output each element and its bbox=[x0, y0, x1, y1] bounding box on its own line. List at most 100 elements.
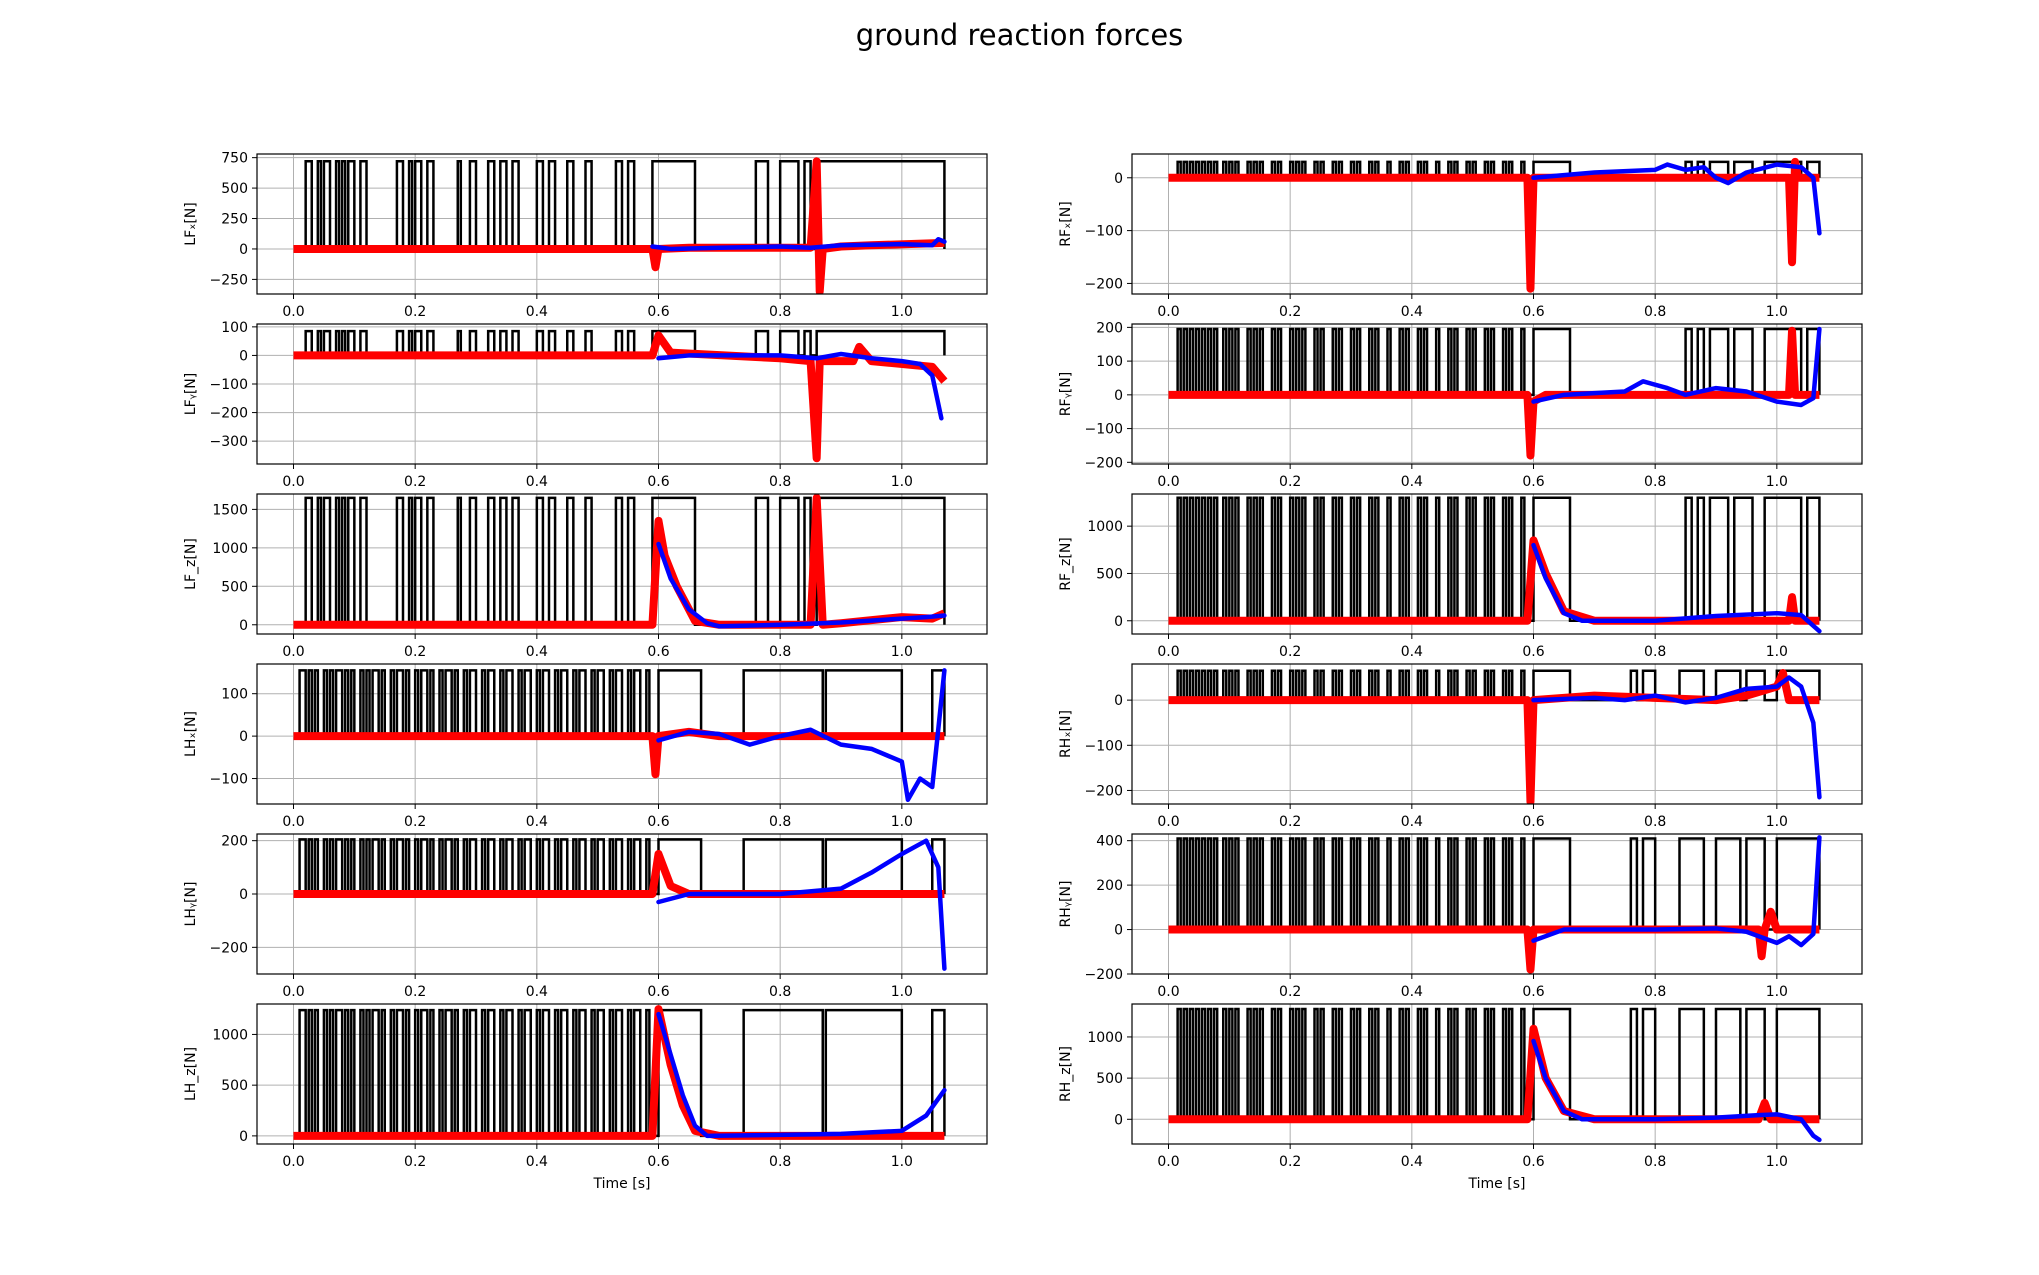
plot-area bbox=[1168, 496, 1822, 634]
y-axis-label: RF_z[N] bbox=[1058, 537, 1074, 591]
x-tick-label: 0.6 bbox=[1522, 474, 1544, 490]
x-tick-label: 0.6 bbox=[647, 644, 669, 660]
actual-series-line bbox=[656, 668, 947, 803]
x-tick-label: 0.4 bbox=[1401, 644, 1423, 660]
actual-series-line bbox=[656, 1011, 947, 1139]
subplot: 0.0 0.2 0.4 0.6 0.8 1.0 0 500 1000 1500 LF_z[N] bbox=[183, 493, 988, 660]
y-tick-label: 200 bbox=[221, 834, 248, 850]
x-tick-label: 0.4 bbox=[1401, 1154, 1423, 1170]
subplot: 0.0 0.2 0.4 0.6 0.8 1.0 −200 −100 0 RFₓ[N] bbox=[1058, 153, 1863, 320]
y-tick-label: 500 bbox=[221, 1078, 248, 1094]
y-tick-label: 100 bbox=[1096, 354, 1123, 370]
y-tick-label: 0 bbox=[239, 729, 248, 745]
y-tick-label: 0 bbox=[1114, 171, 1123, 187]
y-tick-label: 500 bbox=[1096, 1071, 1123, 1087]
y-tick-label: 1000 bbox=[212, 541, 248, 557]
y-tick-label: 0 bbox=[1114, 388, 1123, 404]
x-tick-label: 0.0 bbox=[282, 1154, 304, 1170]
y-axis-label: RFₓ[N] bbox=[1058, 201, 1074, 246]
y-tick-label: 100 bbox=[221, 320, 248, 336]
plot-area bbox=[293, 494, 947, 629]
contact-series-line bbox=[293, 329, 946, 357]
y-tick-label: −250 bbox=[210, 272, 248, 288]
contact-series-line bbox=[1168, 327, 1821, 397]
x-axis-label: Time [s] bbox=[1468, 1176, 1526, 1192]
x-tick-label: 0.4 bbox=[1401, 814, 1423, 830]
contact-series-line bbox=[293, 669, 946, 738]
axes-frame bbox=[1131, 153, 1863, 295]
x-tick-label: 0.2 bbox=[404, 984, 426, 1000]
y-tick-label: 1500 bbox=[212, 502, 248, 518]
contact-series-line bbox=[1168, 496, 1821, 623]
plot-area bbox=[293, 668, 947, 803]
x-tick-label: 0.2 bbox=[404, 644, 426, 660]
actual-series-line bbox=[1531, 835, 1822, 948]
x-tick-label: 0.2 bbox=[404, 814, 426, 830]
x-tick-label: 0.4 bbox=[1401, 984, 1423, 1000]
x-tick-label: 0.8 bbox=[769, 644, 791, 660]
x-tick-label: 1.0 bbox=[1766, 644, 1788, 660]
x-tick-label: 0.6 bbox=[1522, 644, 1544, 660]
plot-area bbox=[293, 838, 947, 971]
y-tick-label: 500 bbox=[1096, 566, 1123, 582]
actual-series-line bbox=[656, 541, 947, 629]
x-tick-label: 0.6 bbox=[647, 984, 669, 1000]
y-tick-label: −200 bbox=[210, 406, 248, 422]
subplot: 0.0 0.2 0.4 0.6 0.8 1.0 −200 0 200 400 RHᵧ[N] bbox=[1058, 833, 1863, 1000]
y-axis-label: RHᵧ[N] bbox=[1058, 881, 1074, 928]
x-tick-label: 0.0 bbox=[1157, 814, 1179, 830]
actual-series-line bbox=[1531, 675, 1822, 800]
subplot: 0.0 0.2 0.4 0.6 0.8 1.0 −100 0 100 LHₓ[N] bbox=[183, 663, 988, 830]
reference-series-line bbox=[293, 331, 948, 463]
axes-frame bbox=[256, 323, 988, 465]
y-tick-label: −200 bbox=[1085, 455, 1123, 471]
x-tick-label: 0.6 bbox=[647, 1154, 669, 1170]
y-tick-label: −200 bbox=[210, 940, 248, 956]
axes-frame bbox=[256, 1003, 988, 1145]
x-tick-label: 0.2 bbox=[1279, 984, 1301, 1000]
x-tick-label: 1.0 bbox=[891, 1154, 913, 1170]
y-tick-label: 200 bbox=[1096, 878, 1123, 894]
axes-frame bbox=[1131, 663, 1863, 805]
x-tick-label: 0.6 bbox=[647, 814, 669, 830]
y-tick-label: 0 bbox=[239, 887, 248, 903]
x-tick-label: 0.0 bbox=[282, 304, 304, 320]
plot-area bbox=[293, 329, 948, 463]
x-tick-label: 0.2 bbox=[404, 304, 426, 320]
y-tick-label: 1000 bbox=[212, 1027, 248, 1043]
x-tick-label: 0.8 bbox=[769, 1154, 791, 1170]
y-tick-label: 200 bbox=[1096, 320, 1123, 336]
x-tick-label: 0.8 bbox=[769, 304, 791, 320]
y-tick-label: 0 bbox=[1114, 614, 1123, 630]
actual-series-line bbox=[1531, 326, 1822, 408]
x-tick-label: 0.0 bbox=[1157, 984, 1179, 1000]
plot-area bbox=[1168, 835, 1822, 974]
subplot: 0.0 0.2 0.4 0.6 0.8 1.0 0 500 1000 RF_z[N] bbox=[1058, 493, 1863, 660]
y-tick-label: 0 bbox=[1114, 1112, 1123, 1128]
axes-frame bbox=[1131, 323, 1863, 465]
subplot: 0.0 0.2 0.4 0.6 0.8 1.0 0 500 1000 RH_z[N] Time [s… bbox=[1058, 1003, 1863, 1192]
x-tick-label: 0.0 bbox=[282, 644, 304, 660]
x-tick-label: 0.8 bbox=[1644, 814, 1666, 830]
subplot: 0.0 0.2 0.4 0.6 0.8 1.0 −300 −200 −100 0 100 LFᵧ[N] bbox=[183, 320, 988, 490]
y-tick-label: −100 bbox=[210, 377, 248, 393]
x-tick-label: 0.0 bbox=[1157, 644, 1179, 660]
x-tick-label: 0.6 bbox=[1522, 1154, 1544, 1170]
reference-series-line bbox=[1168, 157, 1820, 293]
y-axis-label: LHᵧ[N] bbox=[183, 882, 199, 927]
x-tick-label: 0.4 bbox=[526, 984, 548, 1000]
x-tick-label: 0.6 bbox=[1522, 304, 1544, 320]
x-tick-label: 0.8 bbox=[769, 984, 791, 1000]
y-axis-label: RHₓ[N] bbox=[1058, 710, 1074, 758]
y-axis-label: LFᵧ[N] bbox=[183, 373, 199, 415]
actual-series-line bbox=[656, 351, 944, 421]
x-tick-label: 0.4 bbox=[1401, 304, 1423, 320]
x-tick-label: 0.8 bbox=[1644, 984, 1666, 1000]
y-tick-label: 500 bbox=[221, 579, 248, 595]
x-tick-label: 0.4 bbox=[526, 644, 548, 660]
contact-series-line bbox=[1168, 837, 1821, 931]
y-tick-label: −100 bbox=[1085, 224, 1123, 240]
x-tick-label: 1.0 bbox=[891, 814, 913, 830]
actual-series-line bbox=[1531, 162, 1822, 236]
x-tick-label: 0.8 bbox=[769, 474, 791, 490]
